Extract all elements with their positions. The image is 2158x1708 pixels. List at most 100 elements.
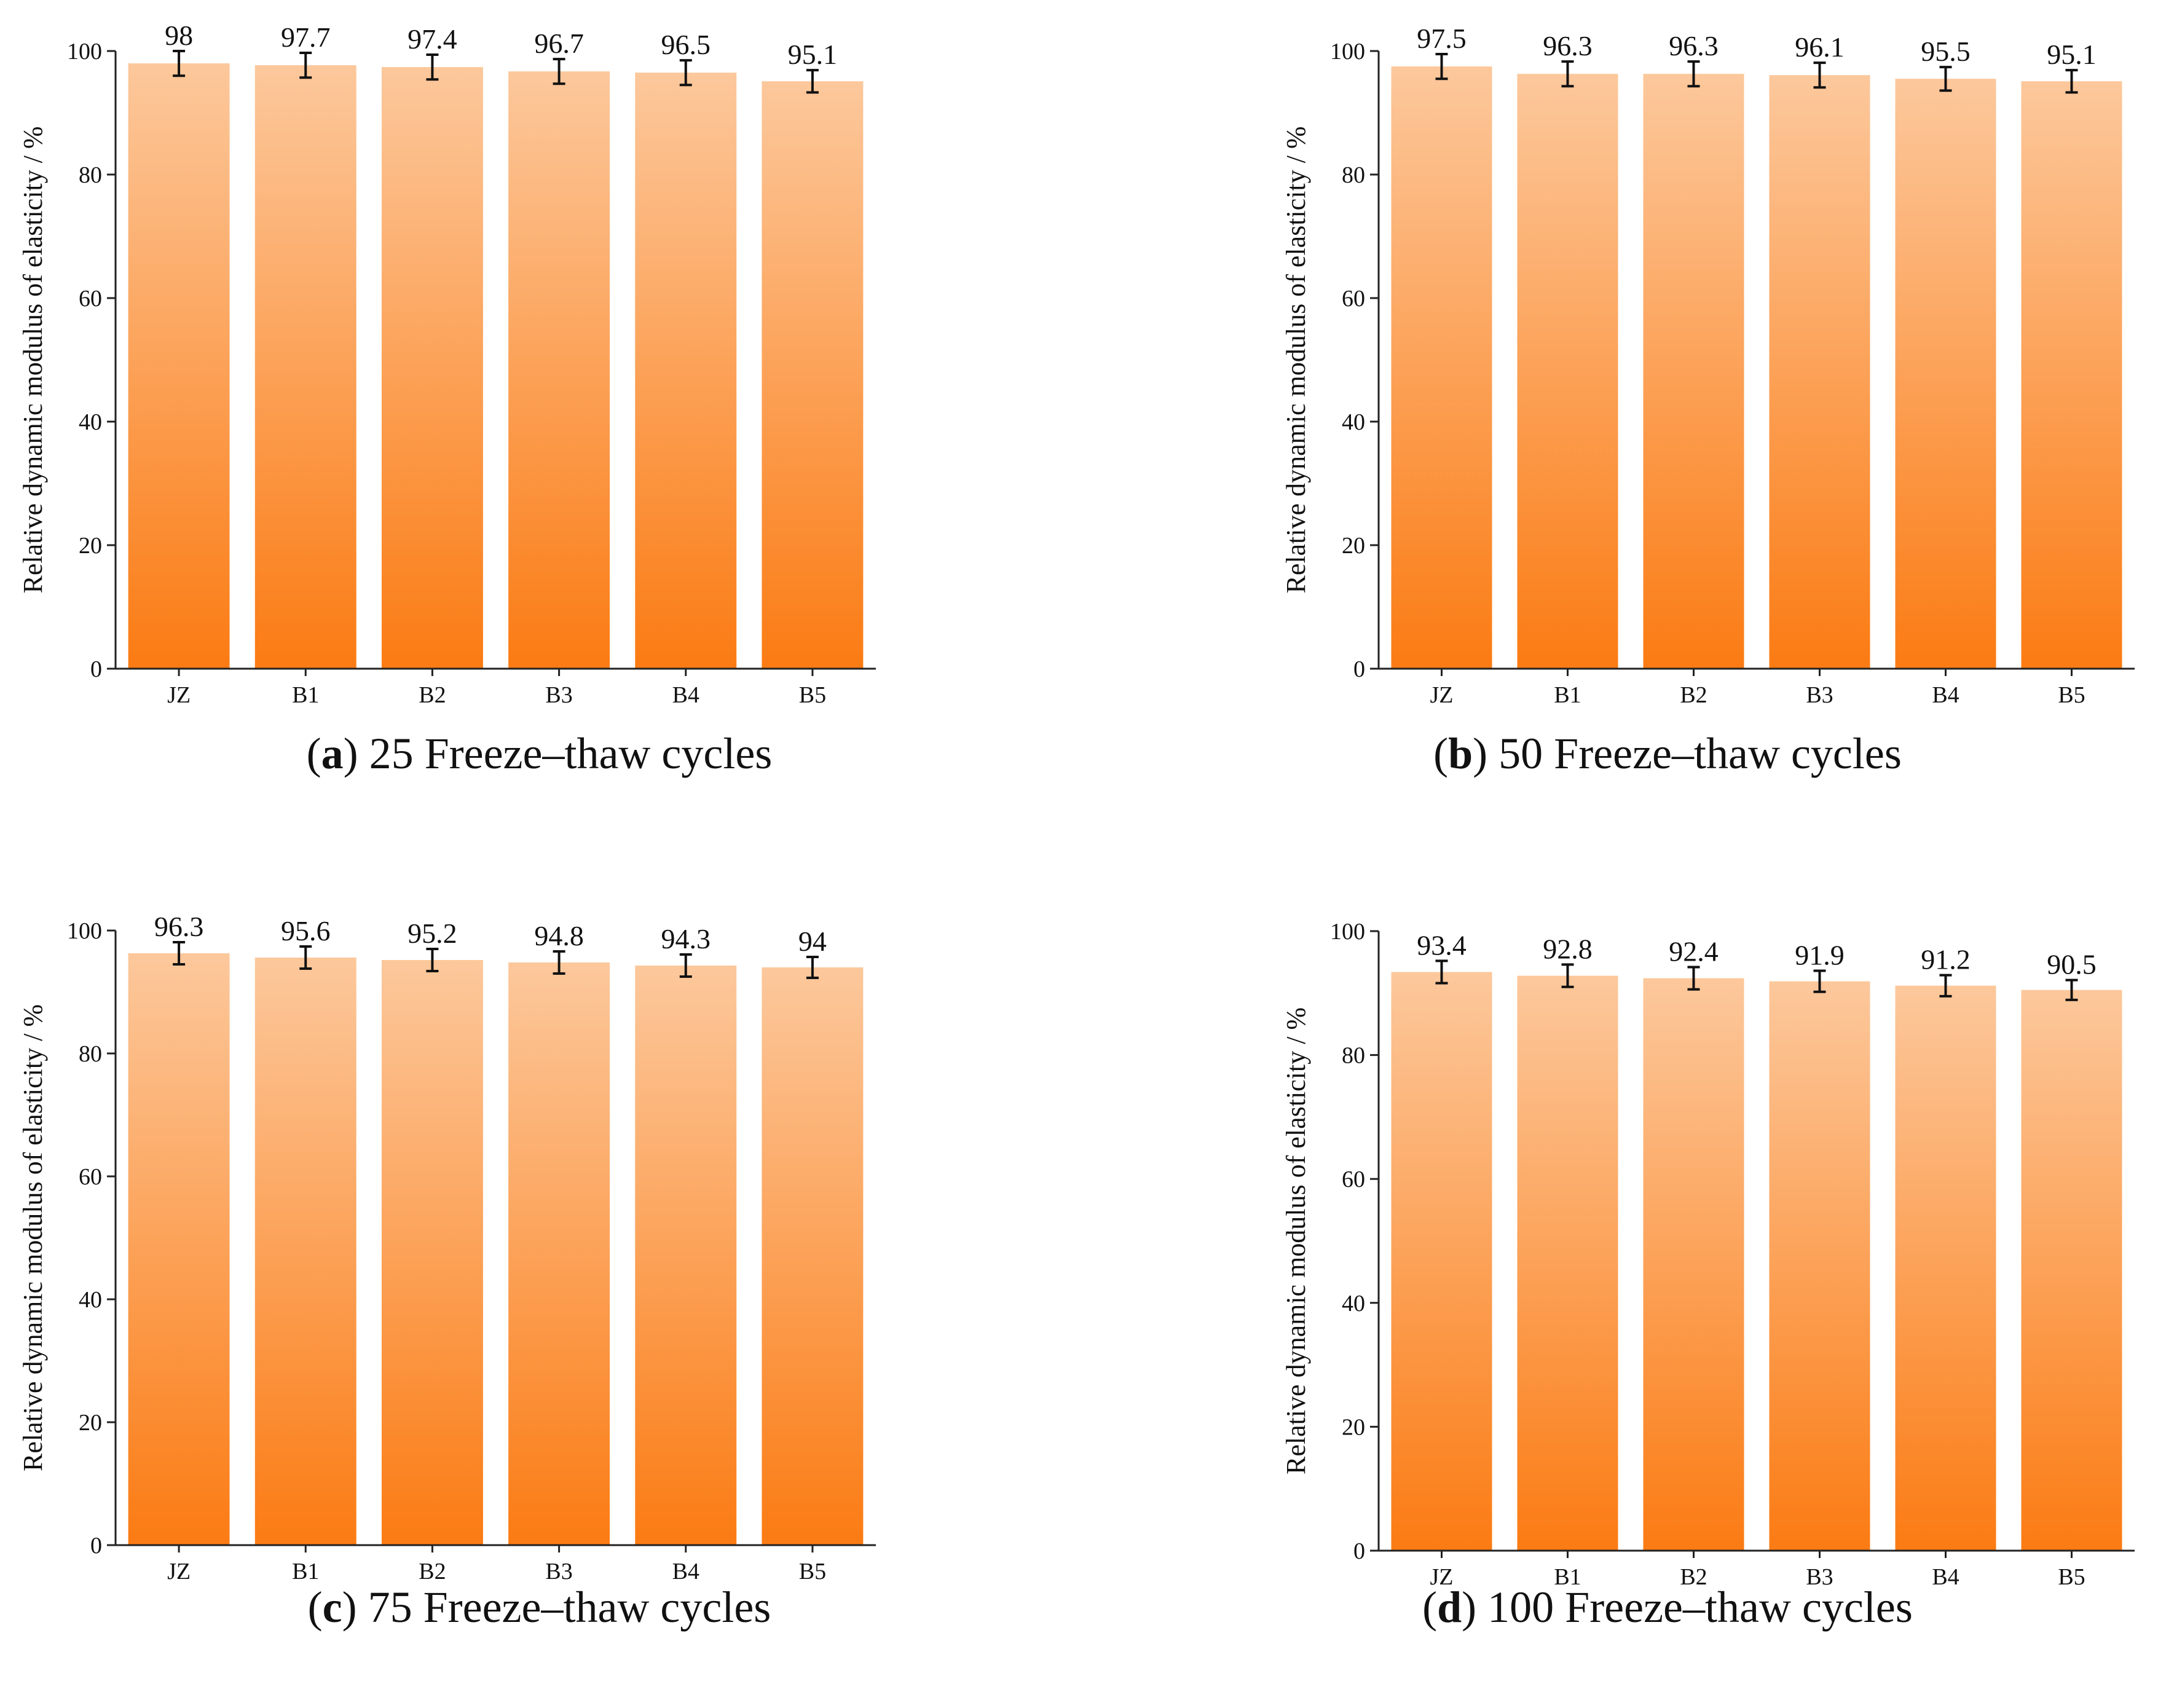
bar [1769, 981, 1870, 1551]
value-label: 97.5 [1417, 23, 1467, 54]
y-tick-label: 0 [90, 1533, 102, 1559]
error-bar [806, 956, 819, 979]
value-label: 94.3 [661, 923, 711, 954]
y-axis-label: Relative dynamic modulus of elasticity /… [1281, 1007, 1311, 1474]
y-tick-label: 100 [1330, 39, 1365, 65]
chart-d: 93.4 JZ 92.8 B1 92.4 B2 91.9 B3 91.2 B4 90.5 B5 0 20 4… [1281, 919, 2135, 1590]
caption-b: (b) 50 Freeze–thaw cycles [1433, 729, 1902, 778]
value-label: 93.4 [1417, 929, 1467, 961]
caption-a: (a) 25 Freeze–thaw cycles [306, 729, 773, 778]
bar [2021, 990, 2122, 1551]
caption-letter: d [1437, 1583, 1462, 1632]
value-label: 92.8 [1543, 933, 1593, 964]
value-label: 91.9 [1795, 940, 1845, 971]
y-tick-label: 40 [1342, 409, 1365, 435]
chart-panel-d: 93.4 JZ 92.8 B1 92.4 B2 91.9 B3 91.2 B4 90.5 B5 0 20 4… [1079, 854, 2158, 1708]
y-tick-label: 100 [1330, 919, 1365, 945]
bar [1517, 74, 1618, 669]
caption-title: 25 Freeze–thaw cycles [369, 729, 773, 778]
bar [254, 958, 356, 1545]
bar [635, 73, 737, 669]
x-tick-label: B1 [292, 1559, 319, 1584]
value-label: 96.7 [534, 28, 584, 59]
value-label: 91.2 [1921, 944, 1971, 975]
bar [762, 967, 864, 1545]
bar [381, 960, 483, 1545]
value-label: 97.7 [281, 22, 331, 53]
x-tick-label: JZ [167, 1559, 191, 1584]
y-axis-label: Relative dynamic modulus of elasticity /… [1281, 126, 1311, 593]
x-tick-label: B5 [2058, 1564, 2085, 1590]
value-label: 95.1 [2047, 39, 2097, 70]
bar [128, 953, 230, 1545]
x-tick-label: B4 [672, 1559, 699, 1584]
error-bar [299, 945, 312, 970]
error-bar [426, 948, 439, 972]
error-bar [679, 59, 692, 87]
value-label: 97.4 [408, 23, 457, 55]
error-bar [1687, 60, 1700, 88]
value-label: 95.1 [788, 39, 838, 70]
value-label: 96.3 [1669, 30, 1719, 61]
y-tick-label: 60 [1342, 1167, 1365, 1192]
x-tick-label: B3 [1806, 682, 1833, 708]
caption-title: 100 Freeze–thaw cycles [1487, 1583, 1913, 1632]
value-label: 94.8 [534, 920, 584, 951]
error-bar [1561, 60, 1574, 88]
y-tick-label: 60 [1342, 286, 1365, 312]
y-tick-label: 60 [79, 1164, 102, 1190]
error-bar [426, 53, 439, 81]
chart-b: 97.5 JZ 96.3 B1 96.3 B2 96.1 B3 95.5 B4 95.1 B5 0 20 4… [1281, 23, 2135, 708]
y-tick-label: 80 [79, 1041, 102, 1067]
value-label: 96.3 [154, 911, 204, 942]
chart-c: 96.3 JZ 95.6 B1 95.2 B2 94.8 B3 94.3 B4 94 B5 0 20 40 6… [18, 911, 876, 1584]
error-bar [806, 69, 819, 94]
caption-title: 75 Freeze–thaw cycles [368, 1583, 771, 1632]
error-bar [173, 941, 186, 966]
x-tick-label: B5 [2058, 682, 2085, 708]
error-bar [2065, 69, 2078, 94]
caption-title: 50 Freeze–thaw cycles [1498, 729, 1902, 778]
x-tick-label: B1 [1554, 682, 1581, 708]
y-tick-label: 60 [79, 286, 102, 312]
chart-panel-a: 98 JZ 97.7 B1 97.4 B2 96.7 B3 96.5 B4 95.1 B5 0 20 40 6… [0, 0, 1079, 854]
error-bar [1939, 66, 1952, 92]
error-bar [1687, 966, 1700, 991]
bar [508, 71, 610, 669]
error-bar [553, 950, 565, 975]
x-tick-label: B5 [799, 1559, 826, 1584]
caption-d: (d) 100 Freeze–thaw cycles [1422, 1583, 1913, 1632]
error-bar [1435, 959, 1448, 985]
y-tick-label: 0 [90, 656, 102, 682]
error-bar [1561, 963, 1574, 988]
error-bar [1939, 974, 1952, 998]
x-tick-label: B3 [545, 682, 572, 708]
caption-letter: a [321, 729, 344, 778]
chart-panel-c: 96.3 JZ 95.6 B1 95.2 B2 94.8 B3 94.3 B4 94 B5 0 20 40 6… [0, 854, 1079, 1708]
y-tick-label: 40 [79, 1287, 102, 1313]
y-tick-label: 100 [67, 39, 102, 65]
bar [1643, 978, 1744, 1551]
y-tick-label: 20 [79, 1410, 102, 1436]
y-tick-label: 0 [1353, 1538, 1365, 1564]
value-label: 90.5 [2047, 949, 2097, 980]
x-tick-label: B2 [419, 1559, 446, 1584]
error-bar [679, 953, 692, 978]
chart-a: 98 JZ 97.7 B1 97.4 B2 96.7 B3 96.5 B4 95.1 B5 0 20 40 6… [18, 20, 876, 708]
bar [254, 65, 356, 669]
y-tick-label: 80 [79, 162, 102, 188]
y-tick-label: 40 [79, 409, 102, 435]
value-label: 94 [798, 926, 827, 957]
x-tick-label: B1 [292, 682, 319, 708]
x-tick-label: JZ [167, 682, 191, 708]
bar [635, 966, 737, 1545]
chart-panel-b: 97.5 JZ 96.3 B1 96.3 B2 96.1 B3 95.5 B4 95.1 B5 0 20 4… [1079, 0, 2158, 854]
x-tick-label: B4 [672, 682, 699, 708]
x-tick-label: JZ [1430, 1564, 1454, 1590]
bar [1769, 75, 1870, 669]
error-bar [553, 58, 565, 85]
value-label: 95.2 [408, 918, 457, 949]
caption-c: (c) 75 Freeze–thaw cycles [307, 1583, 771, 1632]
value-label: 95.6 [281, 915, 331, 946]
bar [1517, 975, 1618, 1551]
